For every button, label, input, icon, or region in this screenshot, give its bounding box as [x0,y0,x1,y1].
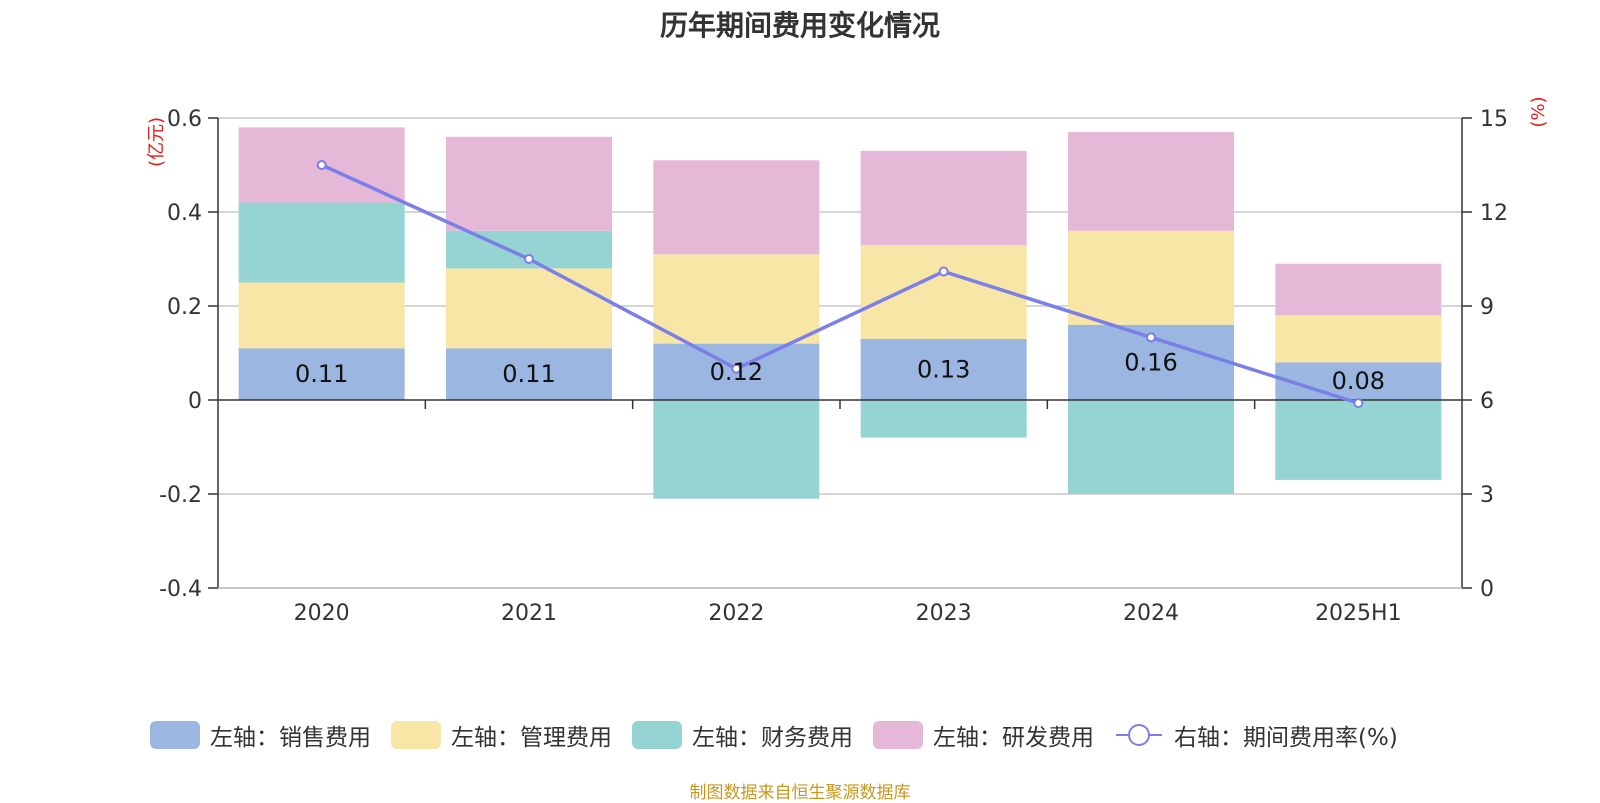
chart-plot: 0.6 0.4 0.2 0 -0.2 -0.4 15 12 9 6 3 0 2020 2021 2022 20… [146,96,1549,626]
bar-segment [446,348,612,400]
legend-swatch [150,721,200,749]
bar-value-label: 0.12 [710,358,763,386]
legend-item[interactable]: 左轴：财务费用 [632,718,853,752]
bar-value-label: 0.11 [502,360,555,388]
expense-rate-point [731,363,742,374]
legend-item[interactable]: 左轴：销售费用 [150,718,371,752]
expense-rate-point [1146,332,1156,343]
legend-label: 左轴：管理费用 [451,725,612,751]
bar-segment [1275,400,1442,480]
expense-rate-point [1353,398,1364,409]
right-axis-unit: (%) [1528,96,1549,127]
bar-segment [1068,400,1234,494]
bar-value-label: 0.16 [1124,348,1177,376]
left-axis-unit: (亿元) [146,117,167,167]
category-label: 2021 [501,601,557,626]
category-label: 2025H1 [1315,601,1402,626]
expense-rate-point [316,160,327,170]
bar-segment [1275,362,1442,400]
legend-label: 左轴：研发费用 [933,725,1094,751]
legend-label: 左轴：销售费用 [210,725,371,751]
category-label: 2020 [294,601,350,626]
bar-segment [238,282,405,349]
legend-item[interactable]: 左轴：研发费用 [873,718,1094,752]
right-axis-tick-label: 9 [1480,295,1494,320]
expense-rate-line [320,163,1359,405]
left-axis-tick-label: -0.4 [159,577,202,602]
bar-value-label: 0.08 [1332,367,1385,395]
source-footer: 制图数据来自恒生聚源数据库 [689,783,911,803]
bar-segment [1068,230,1234,325]
bar-segment [860,338,1027,400]
bar-segment [1275,315,1442,363]
bar-segment [1068,132,1234,231]
left-axis-tick-label: 0.2 [167,295,202,320]
bar-segment [860,150,1027,245]
bar-segment [653,400,820,499]
category-label: 2023 [916,601,972,626]
bar-segment [446,136,612,231]
chart-title: 历年期间费用变化情况 [659,9,940,42]
legend-swatch [391,721,441,749]
legend: 左轴：销售费用 左轴：管理费用 左轴：财务费用 左轴：研发费用 右轴：期间费用率(%) [150,718,1418,752]
left-axis-tick-label: -0.2 [159,483,202,508]
bar-segment [1275,263,1442,316]
bar-segment [238,348,405,400]
category-label: 2024 [1123,601,1179,626]
expense-rate-point [524,254,534,264]
right-axis-tick-label: 12 [1480,201,1508,226]
legend-swatch [873,721,923,749]
left-axis-tick-label: 0 [188,389,202,414]
left-axis-tick-label: 0.4 [167,201,202,226]
legend-label: 右轴：期间费用率(%) [1174,725,1398,751]
category-label: 2022 [708,601,764,626]
legend-item[interactable]: 左轴：管理费用 [391,718,612,752]
bar-segment [860,400,1027,438]
bar-segment [446,268,612,349]
bar-segment [860,244,1027,339]
bar-value-label: 0.11 [295,360,348,388]
right-axis-tick-label: 3 [1480,483,1494,508]
left-axis-tick-label: 0.6 [167,107,202,132]
bar-value-label: 0.13 [917,355,970,383]
legend-label: 左轴：财务费用 [692,725,853,751]
right-axis-tick-label: 6 [1480,389,1494,414]
bar-segment [238,202,405,283]
right-axis-tick-label: 15 [1480,107,1508,132]
bar-segment [653,254,820,344]
legend-item[interactable]: 右轴：期间费用率(%) [1114,718,1398,752]
legend-swatch [632,721,682,749]
expense-rate-point [938,266,949,277]
legend-line-marker-icon [1116,724,1162,746]
bar-segment [653,160,820,255]
right-axis-tick-label: 0 [1480,577,1494,602]
